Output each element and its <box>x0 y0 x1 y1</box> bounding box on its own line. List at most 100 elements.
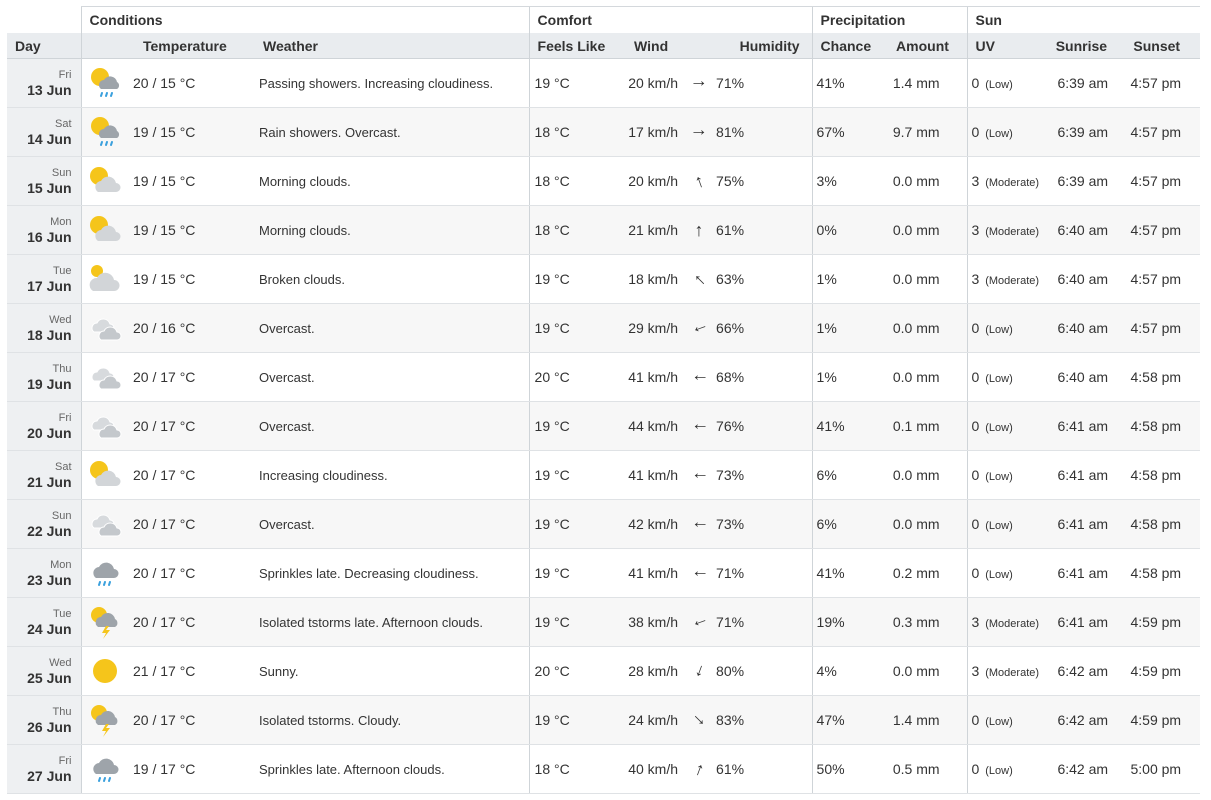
humidity: 66% <box>714 303 813 353</box>
sun-cloud-rain-icon <box>91 117 120 146</box>
weather-icon-cell <box>80 499 129 549</box>
weather-description: Isolated tstorms late. Afternoon clouds. <box>249 597 530 647</box>
weather-description: Overcast. <box>249 352 530 402</box>
day-of-week: Mon <box>50 216 72 228</box>
weather-icon-cell <box>80 450 129 500</box>
sunset: 4:59 pm <box>1119 646 1201 696</box>
sunset: 4:57 pm <box>1119 205 1201 255</box>
table-row: Wed 18 Jun 20 / 16 °C Overcast. 19 °C 29 km/h… <box>7 303 1201 353</box>
table-row: Wed 25 Jun 21 / 17 °C Sunny. 20 °C 28 km/h ↑ 80… <box>7 646 1201 696</box>
sunset: 4:57 pm <box>1119 303 1201 353</box>
group-precipitation: Precipitation <box>811 6 968 33</box>
sunset: 4:57 pm <box>1119 107 1201 157</box>
weather-description: Sprinkles late. Afternoon clouds. <box>249 744 530 794</box>
wind-arrow-icon: ↑ <box>691 169 707 192</box>
weather-description: Overcast. <box>249 499 530 549</box>
sunrise: 6:41 am <box>1049 548 1120 598</box>
uv-index: 0 (Low) <box>966 499 1050 549</box>
wind-arrow-icon: ↑ <box>688 568 709 578</box>
sunrise: 6:39 am <box>1049 107 1120 157</box>
date: 21 Jun <box>27 474 72 490</box>
sun-cloud-rain-icon <box>91 68 120 97</box>
table-row: Fri 27 Jun 19 / 17 °C Sprinkles late. After… <box>7 744 1201 794</box>
col-amount: Amount <box>888 33 968 59</box>
weather-icon-cell <box>80 205 129 255</box>
date: 20 Jun <box>27 425 72 441</box>
two-clouds-icon <box>91 367 122 390</box>
sunrise: 6:41 am <box>1049 499 1120 549</box>
day-cell: Wed 25 Jun <box>7 646 81 696</box>
day-of-week: Thu <box>52 363 72 375</box>
uv-index: 0 (Low) <box>966 744 1050 794</box>
wind-arrow-icon: ↑ <box>689 710 710 731</box>
uv-value: 3 <box>971 222 980 238</box>
day-cell: Sun 22 Jun <box>7 499 81 549</box>
day-cell: Fri 20 Jun <box>7 401 81 451</box>
day-cell: Wed 18 Jun <box>7 303 81 353</box>
uv-category: (Low) <box>985 128 1013 140</box>
sunset: 4:58 pm <box>1119 450 1201 500</box>
uv-value: 3 <box>971 271 980 287</box>
weather-icon-cell <box>80 107 129 157</box>
precip-amount: 9.7 mm <box>888 107 968 157</box>
date: 23 Jun <box>27 572 72 588</box>
uv-category: (Low) <box>985 422 1013 434</box>
uv-index: 0 (Low) <box>966 450 1050 500</box>
precip-chance: 1% <box>811 352 889 402</box>
wind-speed: 41 km/h <box>614 450 685 500</box>
uv-value: 3 <box>971 614 980 630</box>
sun-icon <box>93 659 118 683</box>
day-of-week: Fri <box>58 69 72 81</box>
table-row: Mon 16 Jun 19 / 15 °C Morning clouds. 18 °C 2… <box>7 205 1201 255</box>
weather-icon-cell <box>80 303 129 353</box>
uv-value: 0 <box>971 418 980 434</box>
feels-like: 19 °C <box>528 499 615 549</box>
day-of-week: Fri <box>58 412 72 424</box>
date: 22 Jun <box>27 523 72 539</box>
date: 24 Jun <box>27 621 72 637</box>
wind-speed: 20 km/h <box>614 58 685 108</box>
humidity: 76% <box>714 401 813 451</box>
sunrise: 6:42 am <box>1049 744 1120 794</box>
table-row: Fri 13 Jun 20 / 15 °C Passing showers. Incr… <box>7 58 1201 108</box>
date: 25 Jun <box>27 670 72 686</box>
precip-amount: 0.1 mm <box>888 401 968 451</box>
precip-amount: 0.5 mm <box>888 744 968 794</box>
wind-arrow-icon: ↑ <box>689 78 710 88</box>
table-row: Tue 24 Jun 20 / 17 °C Isolated tstorms late… <box>7 597 1201 647</box>
day-cell: Thu 26 Jun <box>7 695 81 745</box>
weather-description: Morning clouds. <box>249 156 530 206</box>
sun-cloud-icon <box>90 216 121 241</box>
day-of-week: Wed <box>49 657 72 669</box>
uv-index: 0 (Low) <box>966 548 1050 598</box>
sunrise: 6:39 am <box>1049 156 1120 206</box>
table-row: Fri 20 Jun 20 / 17 °C Overcast. 19 °C 44 km/h… <box>7 401 1201 451</box>
wind-direction: ↑ <box>684 548 715 598</box>
group-comfort: Comfort <box>528 6 813 33</box>
two-clouds-icon <box>91 416 122 439</box>
weather-description: Rain showers. Overcast. <box>249 107 530 157</box>
wind-speed: 42 km/h <box>614 499 685 549</box>
weather-description: Broken clouds. <box>249 254 530 304</box>
precip-amount: 1.4 mm <box>888 695 968 745</box>
precip-amount: 0.2 mm <box>888 548 968 598</box>
humidity: 81% <box>714 107 813 157</box>
wind-direction: ↑ <box>684 254 715 304</box>
humidity: 73% <box>714 450 813 500</box>
date: 18 Jun <box>27 327 72 343</box>
date: 16 Jun <box>27 229 72 245</box>
day-cell: Fri 27 Jun <box>7 744 81 794</box>
wind-arrow-icon: ↑ <box>688 470 709 480</box>
weather-icon-cell <box>80 156 129 206</box>
uv-value: 0 <box>971 124 980 140</box>
weather-icon-cell <box>80 744 129 794</box>
weather-icon-cell <box>80 646 129 696</box>
precip-chance: 1% <box>811 254 889 304</box>
group-sun: Sun <box>966 6 1201 33</box>
wind-direction: ↑ <box>684 450 715 500</box>
day-cell: Tue 24 Jun <box>7 597 81 647</box>
wind-direction: ↑ <box>684 156 715 206</box>
wind-direction: ↑ <box>684 205 715 255</box>
wind-arrow-icon: ↑ <box>688 372 709 382</box>
col-wind-dir <box>684 33 715 59</box>
